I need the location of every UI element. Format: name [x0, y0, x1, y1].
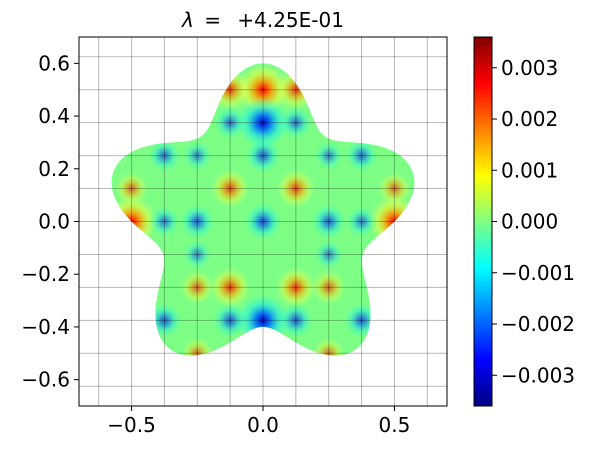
title-value: +4.25E-01: [237, 8, 344, 32]
colorbar-tick-label: −0.001: [501, 261, 575, 285]
y-tick-label: 0.4: [38, 104, 70, 128]
colorbar-tick-label: 0.002: [501, 107, 558, 131]
field-minimum-11: [314, 141, 343, 170]
field-minimum-5: [311, 204, 346, 239]
field-minimum-15: [278, 303, 313, 338]
title-equals: =: [204, 8, 221, 32]
svg-text:λ = +4.25E-01: λ = +4.25E-01: [181, 8, 344, 32]
colorbar-tick-label: −0.003: [501, 363, 575, 387]
field-maximum-12: [377, 171, 412, 206]
field-maximum-8: [275, 267, 316, 308]
x-tick-label: 0.0: [247, 413, 279, 437]
colorbar-ticks: 0.003 0.002 0.001 0.000 −0.001 −0.002 −0.003: [492, 56, 575, 387]
field-minimum-19: [314, 240, 343, 269]
field-minimum-4: [180, 204, 215, 239]
field-minimum-7: [346, 206, 377, 237]
field-maximum-13: [181, 337, 214, 356]
field-minimum-14: [213, 303, 248, 338]
field-minimum-6: [149, 206, 180, 237]
field-minimum-13: [345, 139, 378, 172]
y-tick-label: −0.4: [21, 315, 70, 339]
plot-area: [79, 37, 447, 406]
field-maximum-7: [210, 267, 251, 308]
field-maximum-9: [180, 270, 215, 305]
field-maximum-11: [114, 171, 149, 206]
field-minimum-18: [183, 240, 212, 269]
y-tick-label: −0.6: [21, 368, 70, 392]
y-tick-label: 0.6: [38, 51, 70, 75]
y-tick-label: 0.0: [38, 210, 70, 234]
x-tick-label: −0.5: [107, 413, 156, 437]
field-maximum-6: [276, 169, 315, 208]
colorbar-gradient: [473, 36, 493, 407]
x-tick-label: 0.5: [379, 413, 411, 437]
field-maximum-14: [312, 337, 345, 356]
y-tick-label: −0.2: [21, 262, 70, 286]
field-minimum-9: [280, 106, 312, 139]
x-axis: −0.5 0.0 0.5: [107, 406, 410, 437]
colorbar: 0.003 0.002 0.001 0.000 −0.001 −0.002 −0.003: [473, 36, 575, 407]
field-minimum-2: [245, 138, 281, 173]
title-lambda-symbol: λ: [181, 8, 194, 32]
field-minimum-0: [237, 97, 289, 149]
colorbar-tick-label: −0.002: [501, 312, 575, 336]
field-minimum-10: [183, 141, 212, 170]
field-maximum-10: [311, 270, 346, 305]
field-minimum-3: [244, 203, 282, 240]
field-minimum-12: [148, 139, 181, 172]
colorbar-tick-label: 0.001: [501, 158, 558, 182]
colorbar-tick-label: 0.003: [501, 56, 558, 80]
colorbar-tick-label: 0.000: [501, 210, 558, 234]
grid-lines: [79, 37, 447, 406]
field-maximum-5: [211, 169, 250, 208]
y-tick-label: 0.2: [38, 157, 70, 181]
y-axis: 0.6 0.4 0.2 0.0 −0.2 −0.4 −0.6: [21, 51, 79, 392]
chart-title: λ = +4.25E-01: [181, 8, 344, 32]
field-minimum-8: [214, 106, 246, 139]
